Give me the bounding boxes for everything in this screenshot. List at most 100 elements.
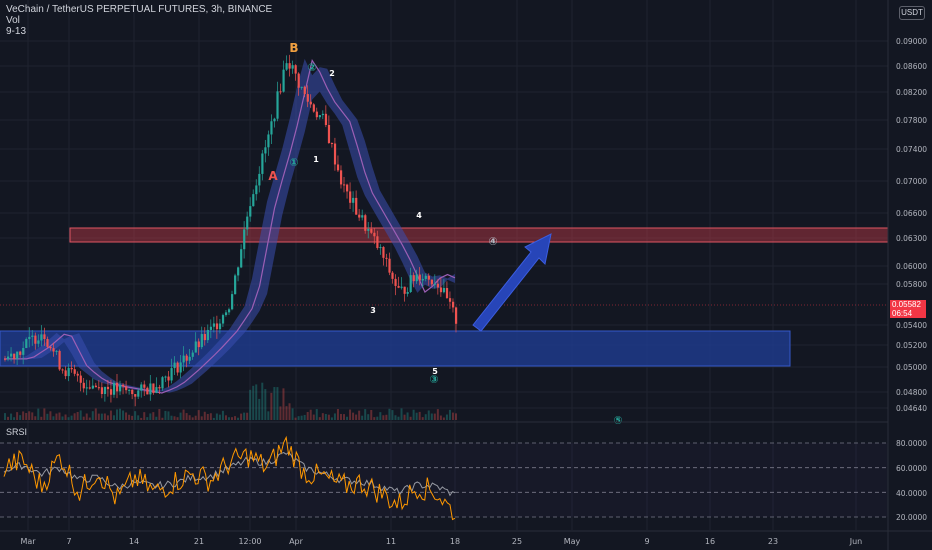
srsi-main-line bbox=[3, 435, 456, 521]
volume-bar bbox=[22, 411, 25, 420]
volume-bar bbox=[112, 415, 115, 420]
candle-body bbox=[58, 350, 61, 370]
vol-label: Vol bbox=[6, 15, 20, 26]
volume-bar bbox=[122, 410, 125, 420]
candle-body bbox=[209, 326, 213, 330]
volume-bar bbox=[403, 414, 406, 420]
candle-body bbox=[170, 368, 173, 381]
wave-label-1: 1 bbox=[313, 155, 319, 164]
price-tick-label: 0.06000 bbox=[896, 262, 927, 271]
volume-bar bbox=[418, 411, 421, 420]
candle-body bbox=[13, 353, 16, 359]
srsi-label: SRSI bbox=[6, 427, 28, 437]
ema-ribbon bbox=[4, 58, 456, 394]
candle-body bbox=[109, 389, 113, 395]
volume-bar bbox=[264, 389, 267, 420]
srsi-tick-label: 60.0000 bbox=[896, 464, 927, 473]
price-tick-label: 0.07800 bbox=[896, 116, 927, 125]
volume-bar bbox=[388, 408, 391, 420]
candle-body bbox=[237, 267, 240, 276]
volume-bar bbox=[91, 411, 94, 420]
volume-bar bbox=[343, 414, 346, 420]
volume-bar bbox=[300, 415, 303, 420]
candle-body bbox=[433, 283, 437, 285]
range-label: 9-13 bbox=[6, 26, 27, 37]
candle-body bbox=[424, 275, 427, 279]
volume-bar bbox=[424, 414, 427, 420]
volume-bar bbox=[234, 416, 237, 420]
volume-bar bbox=[182, 409, 185, 420]
candle-body bbox=[243, 229, 246, 250]
volume-bar bbox=[103, 413, 106, 420]
volume-bar bbox=[433, 413, 436, 420]
candle-body bbox=[188, 356, 191, 361]
time-tick-label: 7 bbox=[66, 537, 71, 546]
candle-body bbox=[315, 111, 318, 118]
candle-body bbox=[382, 247, 385, 258]
volume-bar bbox=[128, 414, 131, 420]
candle-body bbox=[273, 118, 276, 122]
volume-bar bbox=[43, 408, 46, 420]
candle-body bbox=[370, 228, 373, 233]
volume-bar bbox=[221, 410, 224, 420]
candle-body bbox=[22, 348, 25, 355]
candle-body bbox=[303, 86, 306, 95]
volume-bar bbox=[194, 415, 197, 420]
srsi-pane bbox=[0, 421, 932, 521]
candle-body bbox=[46, 339, 49, 347]
candle-body bbox=[427, 275, 430, 280]
time-tick-label: Jun bbox=[849, 537, 863, 546]
volume-bar bbox=[231, 417, 234, 420]
volume-bar bbox=[346, 416, 349, 420]
candle-body bbox=[267, 134, 270, 148]
volume-bar bbox=[291, 408, 294, 420]
volume-bar bbox=[88, 417, 91, 420]
volume-bar bbox=[352, 412, 355, 420]
price-tick-label: 0.05200 bbox=[896, 341, 927, 350]
candle-body bbox=[297, 73, 300, 88]
candle-body bbox=[55, 350, 58, 352]
time-tick-label: 23 bbox=[768, 537, 778, 546]
volume-bar bbox=[455, 413, 457, 420]
time-tick-label: 25 bbox=[512, 537, 522, 546]
chart-title: VeChain / TetherUS PERPETUAL FUTURES, 3h… bbox=[6, 4, 273, 15]
candle-body bbox=[155, 387, 158, 394]
srsi-tick-label: 80.0000 bbox=[896, 439, 927, 448]
candle-body bbox=[300, 86, 303, 88]
volume-bar bbox=[237, 417, 240, 420]
red-zone bbox=[69, 227, 889, 243]
volume-bar bbox=[412, 409, 415, 420]
candle-body bbox=[82, 382, 85, 389]
wave-labels: A B 1 2 3 4 5 ① ② ③ ④ ⑤ bbox=[268, 41, 622, 427]
candle-body bbox=[125, 386, 128, 391]
candle-body bbox=[318, 115, 321, 118]
candle-body bbox=[40, 334, 43, 341]
price-tick-label: 0.06600 bbox=[896, 209, 927, 218]
volume-bar bbox=[155, 416, 158, 420]
currency-button[interactable]: USDT bbox=[899, 6, 925, 20]
volume-bar bbox=[218, 414, 221, 420]
candle-body bbox=[451, 301, 455, 308]
candle-body bbox=[270, 121, 273, 135]
volume-bar bbox=[252, 385, 255, 420]
blue-zone bbox=[0, 330, 791, 367]
candle-body bbox=[379, 247, 382, 249]
volume-bar bbox=[448, 409, 451, 420]
volume-bar bbox=[376, 416, 379, 420]
price-tick-label: 0.08200 bbox=[896, 88, 927, 97]
zones bbox=[0, 227, 889, 367]
volume-bar bbox=[31, 412, 34, 420]
volume-bar bbox=[309, 409, 312, 420]
volume-bar bbox=[385, 414, 388, 420]
volume-bar bbox=[137, 415, 140, 420]
candle-body bbox=[128, 389, 131, 391]
volume-bars bbox=[4, 382, 457, 420]
candle-body bbox=[227, 309, 231, 313]
candle-body bbox=[330, 143, 334, 145]
price-tick-label: 0.07000 bbox=[896, 177, 927, 186]
candle-body bbox=[436, 283, 440, 288]
candle-body bbox=[252, 194, 255, 207]
candles bbox=[4, 54, 458, 407]
volume-bar bbox=[400, 408, 403, 420]
